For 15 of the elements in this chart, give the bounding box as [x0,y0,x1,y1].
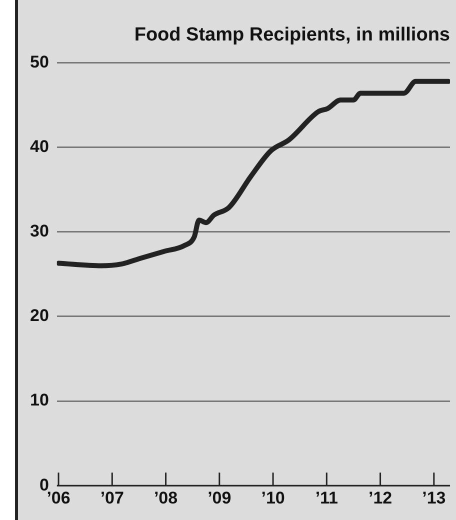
x-tick-label: ’12 [368,488,392,508]
y-tick-label: 20 [30,306,49,326]
y-tick-label: 40 [30,137,49,156]
y-tick-label: 10 [30,390,49,410]
y-tick-label: 0 [39,475,49,494]
x-tick-label: ’06 [46,488,70,508]
x-tick-label: ’13 [422,488,446,508]
x-tick-label: ’08 [154,488,178,508]
chart-title: Food Stamp Recipients, in millions [134,24,450,46]
x-tick-label: ’11 [315,488,338,508]
x-tick-label: ’07 [100,488,124,508]
x-tick-label: ’09 [208,488,232,508]
x-tick-label: ’10 [261,488,285,508]
y-tick-label: 30 [30,222,49,241]
y-tick-label: 50 [30,52,49,72]
